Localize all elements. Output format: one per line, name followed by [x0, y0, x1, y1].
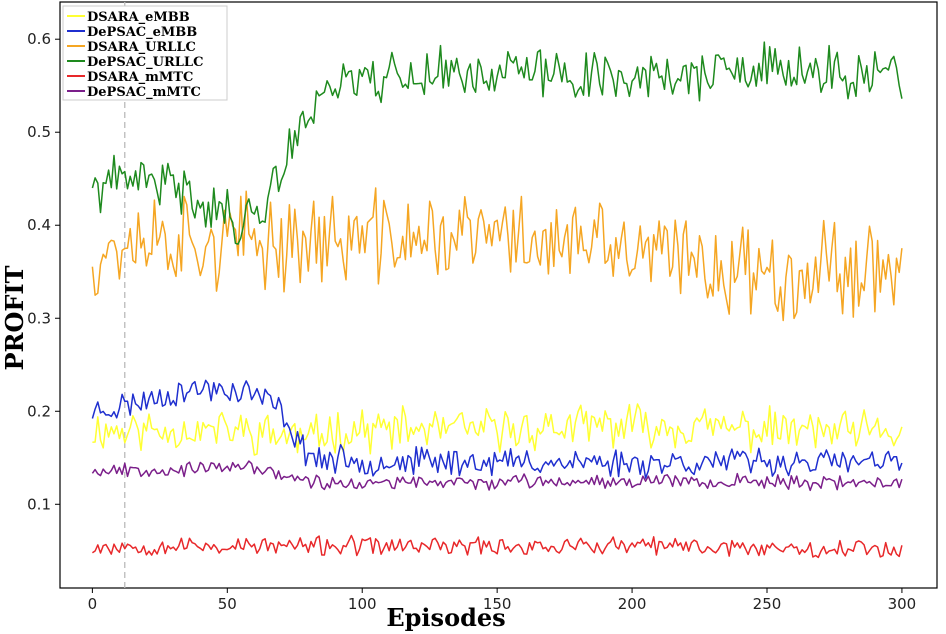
y-tick-label: 0.4	[27, 216, 51, 234]
series-line-depsac-embb	[91, 379, 903, 479]
series-line-dsara-embb	[92, 403, 903, 456]
legend-label: DSARA_URLLC	[87, 40, 196, 55]
legend-label: DSARA_mMTC	[87, 70, 193, 85]
legend-label: DePSAC_URLLC	[87, 55, 203, 70]
legend-label: DePSAC_mMTC	[87, 85, 201, 100]
legend-label: DePSAC_eMBB	[87, 25, 197, 40]
y-tick-label: 0.3	[27, 309, 51, 327]
y-tick-label: 0.6	[27, 30, 51, 48]
series-line-depsac-urllc	[91, 41, 903, 245]
y-axis-ticks: 0.1 0.2 0.3 0.4 0.5 0.6	[27, 30, 60, 513]
legend: DSARA_eMBBDePSAC_eMBBDSARA_URLLCDePSAC_U…	[62, 5, 228, 101]
x-axis-title: Episodes	[386, 603, 505, 632]
series-line-dsara-mmtc	[91, 534, 903, 559]
x-tick-label: 250	[753, 595, 782, 613]
x-tick-label: 300	[888, 595, 917, 613]
x-tick-label: 100	[348, 595, 377, 613]
series-line-dsara-urllc	[91, 187, 903, 322]
x-axis-ticks: 0 50 100 150 200 250 300	[88, 588, 917, 613]
y-tick-label: 0.2	[27, 402, 51, 420]
x-tick-label: 50	[218, 595, 237, 613]
x-tick-label: 150	[483, 595, 512, 613]
series-layer	[91, 41, 903, 559]
y-tick-label: 0.5	[27, 123, 51, 141]
y-tick-label: 0.1	[27, 495, 51, 513]
legend-label: DSARA_eMBB	[87, 10, 190, 25]
legend-box	[62, 5, 228, 101]
x-tick-label: 200	[618, 595, 647, 613]
series-line-depsac-mmtc	[91, 460, 903, 492]
y-axis-title: PROFIT	[0, 265, 29, 370]
x-tick-label: 0	[88, 595, 98, 613]
